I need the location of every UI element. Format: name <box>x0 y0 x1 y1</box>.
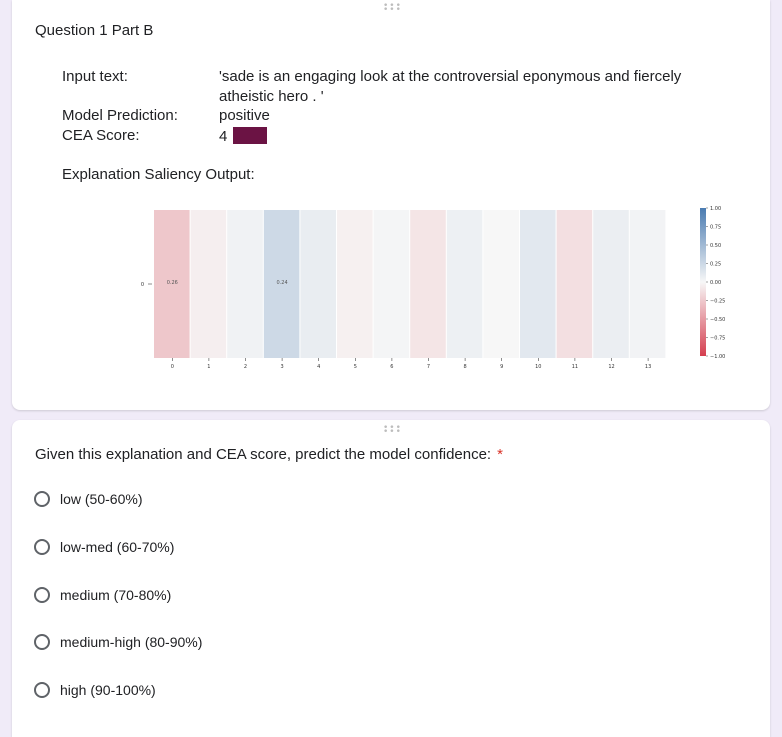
heatmap-cell <box>483 210 519 358</box>
option-medium-high[interactable]: medium-high (80-90%) <box>34 631 202 653</box>
cea-label: CEA Score: <box>62 127 140 144</box>
x-tick-label: 3 <box>281 364 284 370</box>
y-tick-label: 0 <box>141 282 144 288</box>
colorbar-tick-label: −0.50 <box>710 317 725 323</box>
colorbar-tick-label: 0.00 <box>710 280 721 286</box>
heatmap-cell <box>446 210 483 358</box>
cea-value: 4 <box>219 128 228 145</box>
heatmap-cell <box>410 210 446 358</box>
prediction-value: positive <box>219 107 270 124</box>
question-card-2: ••• ••• Given this explanation and CEA sc… <box>12 420 770 737</box>
heatmap-cell <box>593 210 629 358</box>
colorbar-tick-label: −0.25 <box>710 299 725 305</box>
option-medium[interactable]: medium (70-80%) <box>34 584 171 606</box>
input-text-line2: atheistic hero . ' <box>219 88 324 105</box>
radio-icon[interactable] <box>34 682 50 698</box>
cea-score-row: 4 <box>219 127 268 145</box>
x-tick-label: 1 <box>207 364 210 370</box>
cell-annotation: 0.26 <box>167 280 178 286</box>
heatmap-cell <box>520 210 556 358</box>
option-low-med[interactable]: low-med (60-70%) <box>34 536 174 558</box>
colorbar <box>700 208 706 356</box>
x-tick-label: 5 <box>354 364 357 370</box>
radio-icon[interactable] <box>34 491 50 507</box>
colorbar-tick-label: 0.75 <box>710 225 721 231</box>
heatmap-cell <box>337 210 373 358</box>
drag-handle-icon[interactable]: ••• ••• <box>383 423 402 437</box>
x-tick-label: 9 <box>500 364 503 370</box>
cea-color-swatch <box>233 127 268 144</box>
saliency-label: Explanation Saliency Output: <box>62 166 255 183</box>
prediction-label: Model Prediction: <box>62 107 178 124</box>
heatmap-cell <box>300 210 336 358</box>
question-title: Question 1 Part B <box>35 22 154 39</box>
saliency-heatmap: 0.260 1 20.243 4 5 6 7 8 9 10 11 12 1301.000.750.500… <box>141 206 726 370</box>
colorbar-tick-label: 0.25 <box>710 262 721 268</box>
heatmap-cell <box>629 210 666 358</box>
x-tick-label: 12 <box>608 364 614 370</box>
colorbar-tick-label: 1.00 <box>710 206 721 212</box>
input-text-line1: 'sade is an engaging look at the controv… <box>219 68 682 85</box>
x-tick-label: 7 <box>427 364 430 370</box>
drag-handle-icon[interactable]: ••• ••• <box>383 1 402 15</box>
x-tick-label: 10 <box>535 364 541 370</box>
cell-annotation: 0.24 <box>277 280 288 286</box>
heatmap-cell <box>227 210 263 358</box>
x-tick-label: 4 <box>317 364 320 370</box>
x-tick-label: 13 <box>645 364 651 370</box>
option-high[interactable]: high (90-100%) <box>34 679 156 701</box>
input-text-label: Input text: <box>62 68 128 85</box>
question-card-1: ••• ••• Question 1 Part B Input text: 'sa… <box>12 0 770 410</box>
x-tick-label: 0 <box>171 364 174 370</box>
x-tick-label: 2 <box>244 364 247 370</box>
option-low[interactable]: low (50-60%) <box>34 488 142 510</box>
heatmap-cell <box>263 210 300 358</box>
radio-icon[interactable] <box>34 539 50 555</box>
heatmap-cell <box>556 210 593 358</box>
colorbar-tick-label: −1.00 <box>710 354 725 360</box>
colorbar-tick-label: −0.75 <box>710 336 725 342</box>
radio-icon[interactable] <box>34 587 50 603</box>
colorbar-tick-label: 0.50 <box>710 243 721 249</box>
x-tick-label: 11 <box>572 364 578 370</box>
question-2-title: Given this explanation and CEA score, pr… <box>35 446 503 463</box>
heatmap-cell <box>190 210 227 358</box>
heatmap-cell <box>154 210 190 358</box>
x-tick-label: 8 <box>464 364 467 370</box>
radio-icon[interactable] <box>34 634 50 650</box>
x-tick-label: 6 <box>390 364 393 370</box>
required-mark: * <box>497 446 503 463</box>
heatmap-cell <box>373 210 410 358</box>
